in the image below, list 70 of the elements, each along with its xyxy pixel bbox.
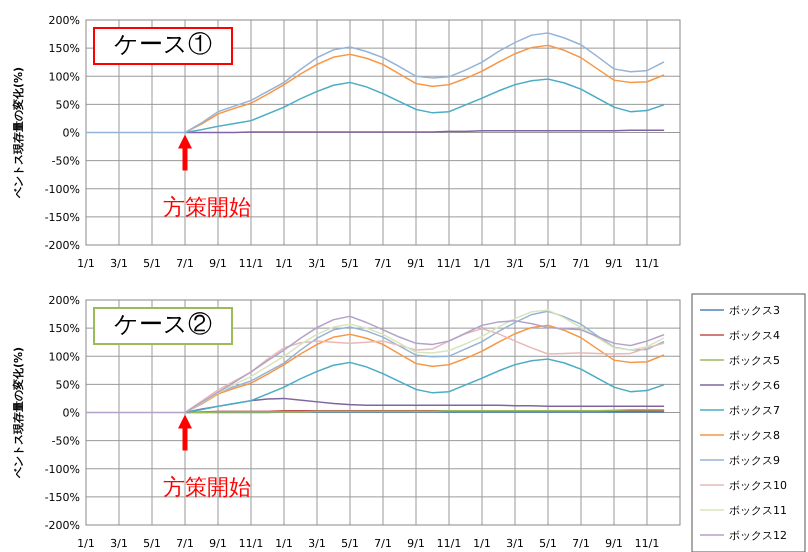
x-tick-label: 7/1 [572,257,590,270]
y-tick-label: 150% [48,322,80,336]
x-tick-label: 5/1 [539,257,557,270]
x-tick-label: 3/1 [308,257,326,270]
x-tick-label: 9/1 [605,537,623,550]
x-tick-label: 3/1 [110,537,128,550]
legend-label: ボックス9 [729,454,780,467]
x-tick-label: 1/1 [77,537,95,550]
x-tick-label: 3/1 [506,257,524,270]
y-axis-title: ベントス現存量の変化(%) [12,66,25,200]
legend-label: ボックス11 [729,504,787,517]
x-tick-label: 11/1 [634,537,660,550]
x-tick-label: 11/1 [436,537,462,550]
chart-title: ケース① [114,30,212,58]
x-tick-label: 9/1 [209,537,227,550]
y-tick-label: 200% [48,294,80,307]
x-tick-label: 1/1 [275,537,293,550]
x-tick-label: 7/1 [572,537,590,550]
y-tick-label: -200% [44,519,80,532]
y-tick-label: 200% [48,14,80,27]
annotation: 方策開始 [163,196,251,220]
x-tick-label: 5/1 [143,537,161,550]
y-tick-label: 150% [48,42,80,56]
y-tick-label: 50% [56,378,80,392]
y-tick-label: -50% [52,154,80,168]
x-tick-label: 11/1 [238,537,264,550]
legend-label: ボックス7 [729,404,780,417]
x-tick-label: 3/1 [110,257,128,270]
legend-label: ボックス6 [729,379,780,392]
y-tick-label: -100% [44,462,80,476]
y-tick-label: 100% [48,350,80,364]
y-tick-label: -100% [44,182,80,196]
x-tick-label: 1/1 [473,257,491,270]
x-tick-label: 7/1 [374,537,392,550]
annotation: 方策開始 [163,476,251,500]
x-tick-label: 1/1 [275,257,293,270]
y-axis-title: ベントス現存量の変化(%) [12,346,25,480]
x-tick-label: 11/1 [238,257,264,270]
legend-label: ボックス4 [729,329,780,342]
y-tick-label: -200% [44,239,80,252]
legend-label: ボックス5 [729,354,780,367]
y-tick-label: -50% [52,434,80,448]
x-tick-label: 3/1 [506,537,524,550]
y-tick-label: 100% [48,70,80,84]
y-tick-label: 0% [62,406,80,420]
x-tick-label: 11/1 [634,257,660,270]
x-tick-label: 3/1 [308,537,326,550]
legend-label: ボックス8 [729,429,780,442]
x-tick-label: 7/1 [176,257,194,270]
x-tick-label: 5/1 [341,537,359,550]
x-tick-label: 5/1 [143,257,161,270]
y-tick-label: 50% [56,98,80,112]
x-tick-label: 5/1 [341,257,359,270]
legend-label: ボックス12 [729,529,787,542]
legend-label: ボックス3 [729,304,780,317]
chart-title: ケース② [114,310,212,338]
x-tick-label: 1/1 [473,537,491,550]
x-tick-label: 7/1 [176,537,194,550]
x-tick-label: 7/1 [374,257,392,270]
y-tick-label: 0% [62,126,80,140]
x-tick-label: 11/1 [436,257,462,270]
x-tick-label: 5/1 [539,537,557,550]
x-tick-label: 9/1 [605,257,623,270]
x-tick-label: 1/1 [77,257,95,270]
y-tick-label: -150% [44,490,80,504]
x-tick-label: 9/1 [407,537,425,550]
y-tick-label: -150% [44,210,80,224]
x-tick-label: 9/1 [209,257,227,270]
legend-label: ボックス10 [729,479,787,492]
x-tick-label: 9/1 [407,257,425,270]
